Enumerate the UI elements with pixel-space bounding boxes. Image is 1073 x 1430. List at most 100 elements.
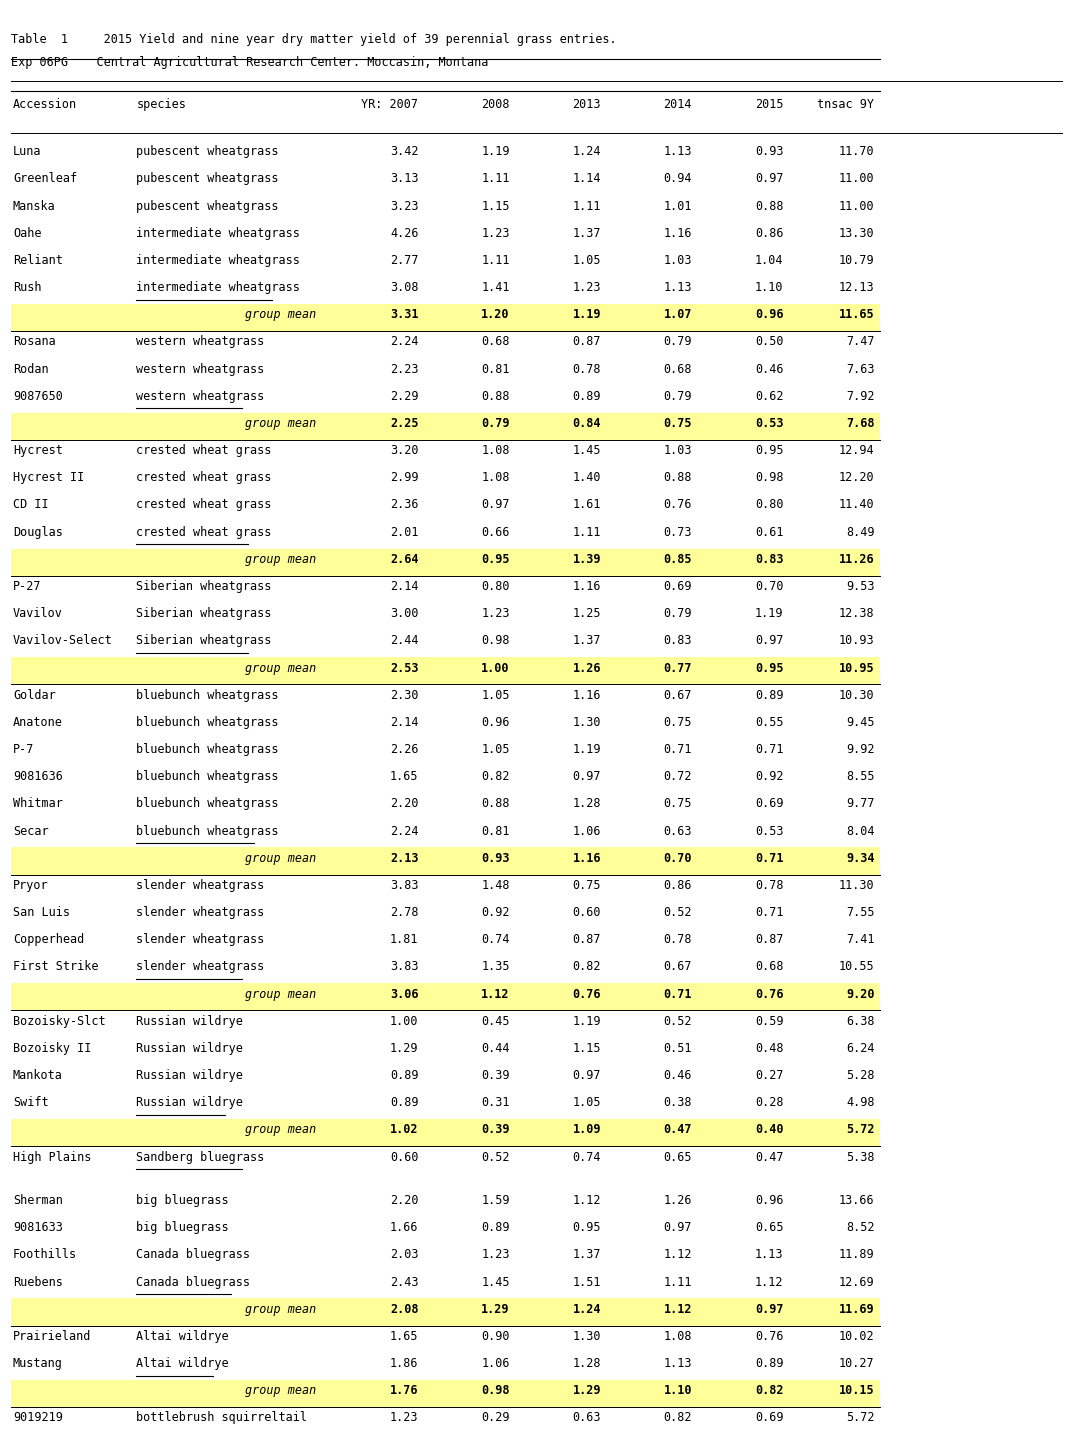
Text: Pryor: Pryor	[13, 879, 48, 892]
Text: 9.77: 9.77	[846, 798, 874, 811]
Text: San Luis: San Luis	[13, 907, 70, 919]
Text: 1.13: 1.13	[663, 146, 692, 159]
Text: Hycrest II: Hycrest II	[13, 472, 84, 485]
Bar	[11, 1407, 880, 1430]
Text: 0.66: 0.66	[481, 526, 510, 539]
Text: western wheatgrass: western wheatgrass	[136, 363, 265, 376]
Text: 3.00: 3.00	[389, 608, 418, 621]
Text: 1.29: 1.29	[389, 1042, 418, 1055]
Text: 0.51: 0.51	[663, 1042, 692, 1055]
Text: 2.36: 2.36	[389, 499, 418, 512]
Text: 9.34: 9.34	[846, 852, 874, 865]
Bar	[11, 386, 880, 413]
Text: 0.87: 0.87	[754, 934, 783, 947]
Text: 0.68: 0.68	[481, 336, 510, 349]
Text: 1.14: 1.14	[572, 173, 601, 186]
Text: 2.14: 2.14	[389, 581, 418, 593]
Text: 2.43: 2.43	[389, 1276, 418, 1288]
Text: First Strike: First Strike	[13, 961, 99, 974]
Text: Bozoisky II: Bozoisky II	[13, 1042, 91, 1055]
Text: 2.44: 2.44	[389, 635, 418, 648]
Text: 2.24: 2.24	[389, 336, 418, 349]
Text: 0.68: 0.68	[754, 961, 783, 974]
Bar	[11, 739, 880, 766]
Text: 11.89: 11.89	[839, 1248, 874, 1261]
Text: 0.63: 0.63	[663, 825, 692, 838]
Text: 0.87: 0.87	[572, 336, 601, 349]
Text: 0.76: 0.76	[663, 499, 692, 512]
Text: 4.98: 4.98	[846, 1097, 874, 1110]
Text: 1.86: 1.86	[389, 1357, 418, 1370]
Text: 0.89: 0.89	[481, 1221, 510, 1234]
Text: 2.03: 2.03	[389, 1248, 418, 1261]
Text: Copperhead: Copperhead	[13, 934, 84, 947]
Text: 0.68: 0.68	[663, 363, 692, 376]
Bar	[11, 495, 880, 522]
Text: 12.94: 12.94	[839, 445, 874, 458]
Text: 1.37: 1.37	[572, 635, 601, 648]
Text: crested wheat grass: crested wheat grass	[136, 472, 271, 485]
Bar	[11, 1271, 880, 1298]
Text: 1.00: 1.00	[389, 1015, 418, 1028]
Text: 0.70: 0.70	[754, 581, 783, 593]
Text: 1.23: 1.23	[481, 1248, 510, 1261]
Text: 0.76: 0.76	[754, 1330, 783, 1343]
Bar	[11, 1093, 880, 1120]
Text: Exp 06PG    Central Agricultural Research Center. Moccasin, Montana: Exp 06PG Central Agricultural Research C…	[11, 56, 488, 69]
Text: 0.74: 0.74	[572, 1151, 601, 1164]
Text: 2.20: 2.20	[389, 798, 418, 811]
Text: bluebunch wheatgrass: bluebunch wheatgrass	[136, 744, 279, 756]
Text: 0.88: 0.88	[481, 798, 510, 811]
Text: 1.08: 1.08	[481, 445, 510, 458]
Text: 0.82: 0.82	[663, 1411, 692, 1424]
Text: 1.23: 1.23	[389, 1411, 418, 1424]
Text: 7.55: 7.55	[846, 907, 874, 919]
Text: 0.83: 0.83	[754, 553, 783, 566]
Text: 0.78: 0.78	[663, 934, 692, 947]
Text: 1.61: 1.61	[572, 499, 601, 512]
Bar	[11, 250, 880, 277]
Text: 0.79: 0.79	[481, 418, 510, 430]
Text: 1.29: 1.29	[481, 1303, 510, 1316]
Text: 0.89: 0.89	[572, 390, 601, 403]
Text: 0.82: 0.82	[754, 1384, 783, 1397]
Text: group mean: group mean	[246, 309, 317, 322]
Text: big bluegrass: big bluegrass	[136, 1221, 229, 1234]
Text: 10.93: 10.93	[839, 635, 874, 648]
Text: 1.16: 1.16	[572, 689, 601, 702]
Bar	[11, 1038, 880, 1065]
Text: 1.07: 1.07	[663, 309, 692, 322]
Text: 7.63: 7.63	[846, 363, 874, 376]
Bar	[11, 603, 880, 631]
Bar	[11, 984, 880, 1011]
Text: 2.20: 2.20	[389, 1194, 418, 1207]
Text: 0.76: 0.76	[572, 988, 601, 1001]
Text: 1.06: 1.06	[481, 1357, 510, 1370]
Text: Secar: Secar	[13, 825, 48, 838]
Text: Anatone: Anatone	[13, 716, 62, 729]
Text: High Plains: High Plains	[13, 1151, 91, 1164]
Text: Canada bluegrass: Canada bluegrass	[136, 1276, 250, 1288]
Text: intermediate wheatgrass: intermediate wheatgrass	[136, 227, 300, 240]
Text: slender wheatgrass: slender wheatgrass	[136, 907, 265, 919]
Text: 1.10: 1.10	[663, 1384, 692, 1397]
Text: 1.11: 1.11	[572, 526, 601, 539]
Text: 1.45: 1.45	[481, 1276, 510, 1288]
Text: 10.55: 10.55	[839, 961, 874, 974]
Text: group mean: group mean	[246, 1124, 317, 1137]
Text: 1.12: 1.12	[663, 1248, 692, 1261]
Text: crested wheat grass: crested wheat grass	[136, 445, 271, 458]
Text: Whitmar: Whitmar	[13, 798, 62, 811]
Text: 11.00: 11.00	[839, 173, 874, 186]
Text: 0.93: 0.93	[481, 852, 510, 865]
Text: 1.51: 1.51	[572, 1276, 601, 1288]
Text: 1.40: 1.40	[572, 472, 601, 485]
Bar	[11, 631, 880, 658]
Text: 0.76: 0.76	[754, 988, 783, 1001]
Text: 1.23: 1.23	[481, 227, 510, 240]
Text: 9.92: 9.92	[846, 744, 874, 756]
Text: 0.85: 0.85	[663, 553, 692, 566]
Text: 1.05: 1.05	[572, 255, 601, 267]
Text: 0.79: 0.79	[663, 608, 692, 621]
Text: 0.71: 0.71	[754, 907, 783, 919]
